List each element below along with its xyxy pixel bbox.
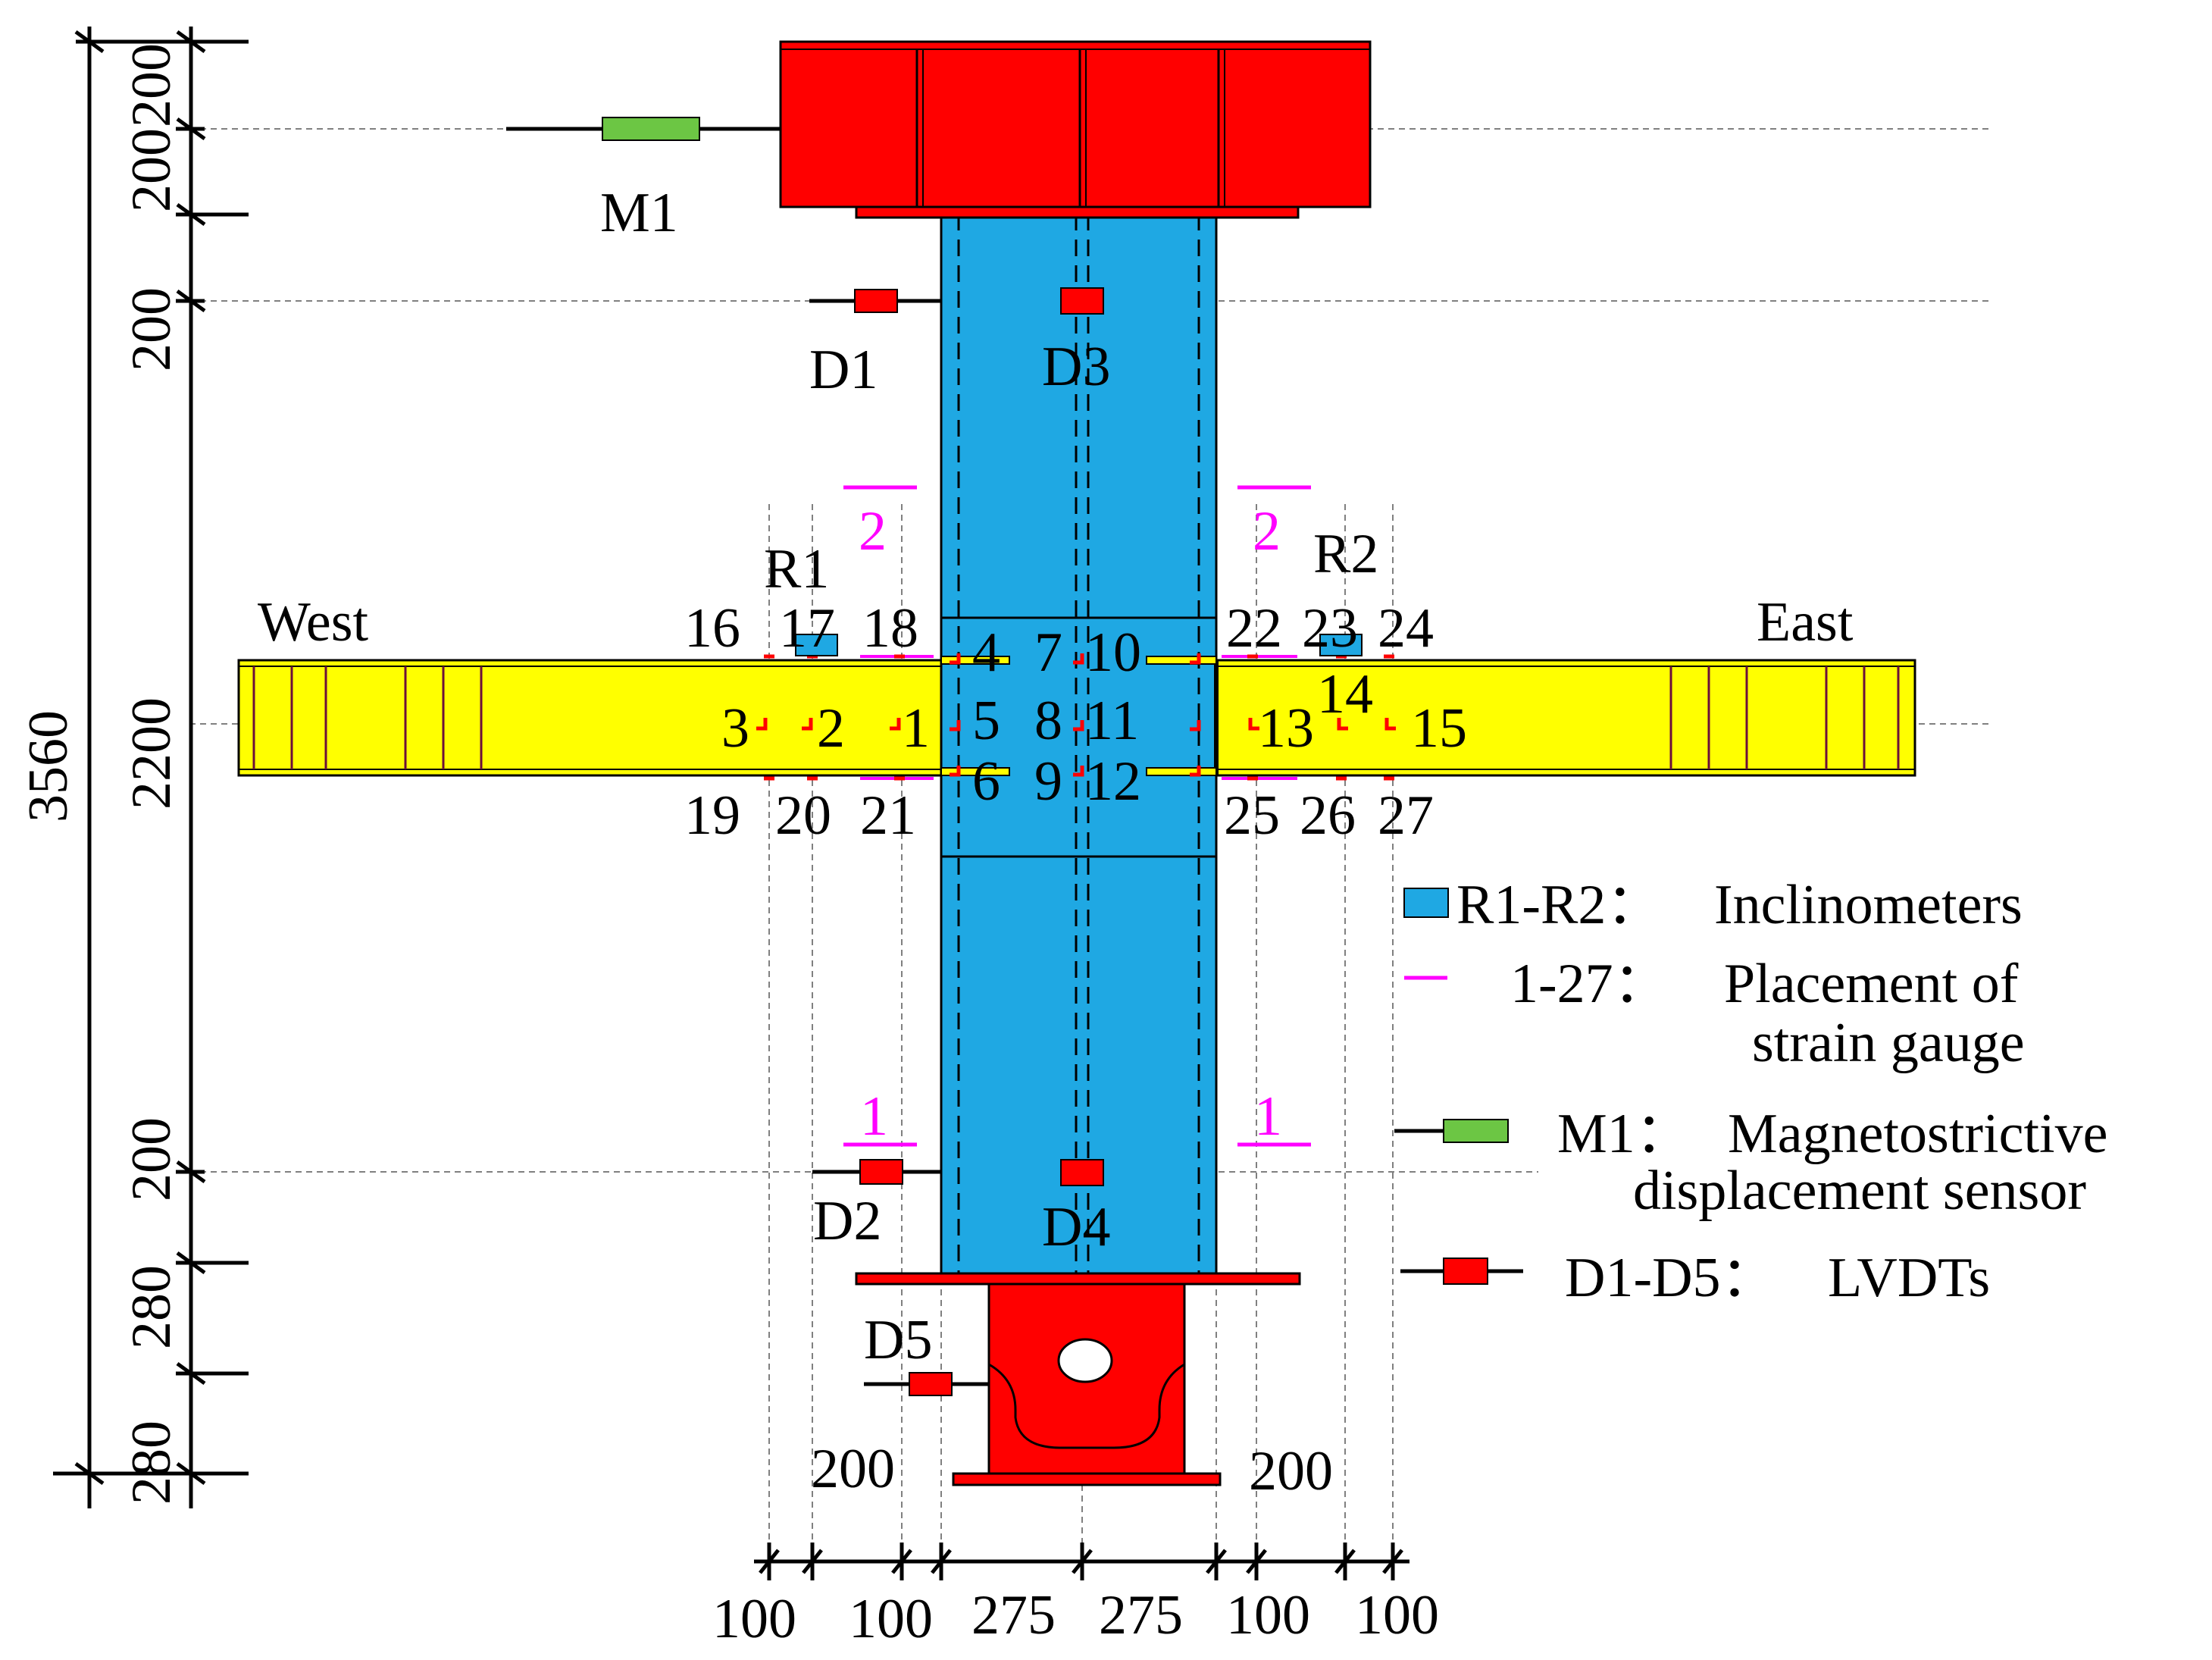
gauge-4-label: 4 [972, 622, 1000, 684]
panel-zone-plates [940, 656, 1217, 776]
gauge-1-label: 1 [902, 697, 930, 760]
horizontal-dimension-labels: 100 200 100 275 275 100 200 100 [712, 1438, 1439, 1650]
section-1-east-label: 1 [1254, 1085, 1282, 1148]
vertical-dimension-labels: 3560 2200 200 200 200 200 280 280 [17, 43, 183, 1505]
dim-east-100-inner: 100 [1226, 1584, 1310, 1646]
dim-total-3560: 3560 [17, 710, 80, 822]
d2-label: D2 [813, 1190, 881, 1252]
inclinometer-r1 [795, 634, 838, 656]
gauge-23-label: 23 [1302, 597, 1358, 659]
gauge-6-label: 6 [972, 750, 1000, 813]
gauge-12-label: 12 [1085, 750, 1141, 813]
top-loading-block [779, 40, 1372, 219]
legend-magnetostrictive-text-1: Magnetostrictive [1728, 1103, 2107, 1165]
east-beam [1214, 659, 1916, 777]
dim-bottom-200: 200 [120, 1117, 183, 1201]
gauge-19-label: 19 [684, 785, 740, 847]
gauge-20-label: 20 [775, 785, 831, 847]
legend-item-magnetostrictive: M1： Magnetostrictive displacement sensor [1394, 1103, 2107, 1222]
legend-inclinometer-key: R1-R2： [1456, 874, 1662, 936]
dim-top-200-1: 200 [120, 43, 183, 127]
gauge-2-label: 2 [817, 697, 845, 760]
dim-east-100-outer: 100 [1355, 1584, 1439, 1646]
west-label: West [258, 591, 369, 653]
gauge-18-label: 18 [862, 597, 918, 659]
legend-magnetostrictive-text-2: displacement sensor [1633, 1160, 2086, 1222]
gauge-8-label: 8 [1034, 690, 1062, 752]
legend-strain-text-2: strain gauge [1752, 1012, 2025, 1074]
gauge-27-label: 27 [1378, 785, 1434, 847]
gauge-10-label: 10 [1085, 622, 1141, 684]
dim-col-275-right: 275 [1099, 1584, 1183, 1646]
section-2-west-label: 2 [859, 500, 887, 562]
legend-strain-key: 1-27： [1510, 953, 1669, 1015]
gauge-5-label: 5 [972, 690, 1000, 752]
r2-label: R2 [1313, 523, 1378, 585]
legend-strain-text-1: Placement of [1724, 953, 2019, 1015]
gauge-3-label: 3 [721, 697, 749, 760]
d3-label: D3 [1042, 336, 1110, 398]
inclinometer-r2 [1319, 634, 1363, 656]
legend-inclinometer-text: Inclinometers [1714, 874, 2023, 936]
r1-label: R1 [764, 538, 829, 600]
dim-west-100-inner: 100 [849, 1588, 933, 1650]
dim-top-200-2: 200 [120, 128, 183, 212]
m1-label: M1 [600, 182, 678, 244]
section-markers: 2 2 1 1 [843, 485, 1311, 1148]
section-1-west-label: 1 [860, 1085, 888, 1148]
dim-west-200: 200 [811, 1438, 895, 1500]
dim-top-200-3: 200 [120, 287, 183, 371]
legend-inclinometer-swatch [1403, 888, 1449, 918]
gauge-26-label: 26 [1300, 785, 1356, 847]
dim-west-100-outer: 100 [712, 1588, 796, 1650]
strain-gauge-numbers: 16 17 18 22 23 24 3 2 1 13 14 15 4 5 6 7… [684, 597, 1467, 847]
lvdt-d5 [864, 1372, 989, 1396]
dim-bottom-280-1: 280 [120, 1265, 183, 1349]
gauge-13-label: 13 [1258, 697, 1314, 760]
gauge-25-label: 25 [1224, 785, 1280, 847]
bottom-hinge-support [855, 1272, 1301, 1486]
legend-lvdt-key: D1-D5： [1565, 1247, 1777, 1309]
dim-bottom-280-2: 280 [120, 1420, 183, 1505]
lvdt-d1 [809, 289, 941, 313]
gauge-11-label: 11 [1085, 690, 1139, 752]
gauge-15-label: 15 [1411, 697, 1467, 760]
east-label: East [1757, 591, 1854, 653]
legend: R1-R2： Inclinometers 1-27： Placement of … [1394, 874, 2107, 1309]
dim-col-275-left: 275 [971, 1584, 1056, 1646]
legend-item-lvdt: D1-D5： LVDTs [1400, 1247, 1990, 1309]
lvdt-d4 [1060, 1159, 1104, 1186]
d4-label: D4 [1042, 1196, 1110, 1258]
legend-lvdt-swatch [1443, 1258, 1488, 1285]
gauge-17-label: 17 [779, 597, 835, 659]
lvdt-d3 [1060, 287, 1104, 315]
sensor-labels: M1 D1 D3 D2 D4 D5 R1 R2 West East [258, 182, 1854, 1371]
horizontal-dimensions [754, 1543, 1409, 1580]
gauge-9-label: 9 [1034, 750, 1062, 813]
west-beam [237, 659, 943, 777]
d5-label: D5 [864, 1309, 932, 1371]
d1-label: D1 [809, 339, 878, 401]
gauge-16-label: 16 [684, 597, 740, 659]
legend-lvdt-text: LVDTs [1828, 1247, 1990, 1309]
legend-magnetostrictive-key: M1： [1557, 1103, 1691, 1165]
dim-east-200: 200 [1249, 1440, 1333, 1502]
legend-m1-swatch [1443, 1119, 1509, 1143]
legend-item-strain-gauge: 1-27： Placement of strain gauge [1404, 953, 2025, 1074]
gauge-14-label: 14 [1317, 663, 1373, 725]
dim-beam-2200: 2200 [120, 697, 183, 810]
vertical-dimensions [53, 27, 249, 1508]
legend-item-inclinometer: R1-R2： Inclinometers [1403, 874, 2023, 936]
gauge-22-label: 22 [1226, 597, 1282, 659]
gauge-21-label: 21 [860, 785, 916, 847]
section-2-east-label: 2 [1253, 500, 1281, 562]
gauge-24-label: 24 [1378, 597, 1434, 659]
magnetostrictive-sensor-m1 [506, 117, 781, 141]
gauge-7-label: 7 [1034, 622, 1062, 684]
lvdt-d2 [812, 1159, 941, 1185]
